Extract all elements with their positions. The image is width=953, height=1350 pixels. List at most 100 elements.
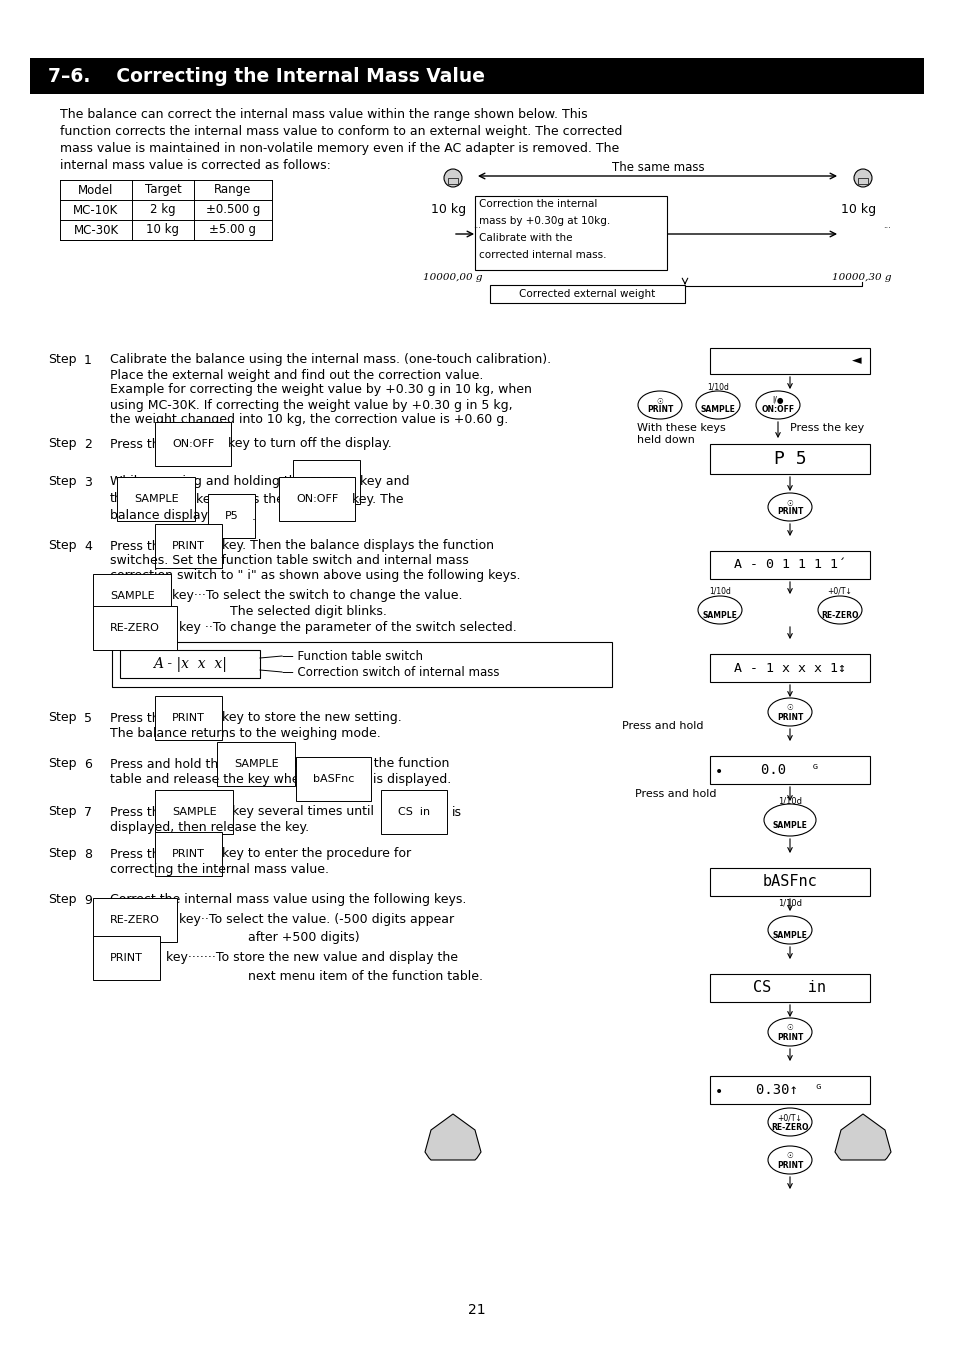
- Text: mass by +0.30g at 10kg.: mass by +0.30g at 10kg.: [478, 216, 610, 225]
- Text: PRINT: PRINT: [776, 508, 802, 517]
- Text: SAMPLE: SAMPLE: [133, 494, 178, 504]
- Text: 0.0   ᴳ: 0.0 ᴳ: [760, 763, 819, 778]
- Text: — Correction switch of internal mass: — Correction switch of internal mass: [282, 666, 499, 679]
- Text: Press the: Press the: [110, 806, 167, 818]
- Text: key··To select the value. (-500 digits appear: key··To select the value. (-500 digits a…: [174, 914, 454, 926]
- Text: ◄: ◄: [851, 355, 862, 367]
- Text: 9: 9: [84, 894, 91, 906]
- Text: — Function table switch: — Function table switch: [282, 649, 422, 663]
- Polygon shape: [834, 1114, 890, 1160]
- Text: Example for correcting the weight value by +0.30 g in 10 kg, when: Example for correcting the weight value …: [110, 383, 532, 397]
- Text: Press the: Press the: [110, 437, 167, 451]
- Ellipse shape: [767, 1146, 811, 1174]
- Ellipse shape: [763, 805, 815, 836]
- Text: PRINT: PRINT: [310, 477, 342, 487]
- Text: Step: Step: [48, 806, 76, 818]
- Text: 2: 2: [84, 437, 91, 451]
- Text: 21: 21: [468, 1303, 485, 1318]
- Text: ☉: ☉: [785, 498, 793, 508]
- Ellipse shape: [767, 917, 811, 944]
- Text: key to turn off the display.: key to turn off the display.: [228, 437, 392, 451]
- Text: The same mass: The same mass: [611, 161, 703, 174]
- Text: A - |x  x  x|: A - |x x x|: [152, 656, 227, 671]
- Text: Press and hold the: Press and hold the: [110, 757, 226, 771]
- Text: •: •: [714, 765, 722, 779]
- Text: balance displays: balance displays: [110, 509, 214, 522]
- Text: key to enter the function: key to enter the function: [294, 757, 449, 771]
- Text: 1/10d: 1/10d: [706, 382, 728, 391]
- Text: key···To select the switch to change the value.: key···To select the switch to change the…: [168, 590, 462, 602]
- Bar: [709, 551, 869, 579]
- Text: Place the external weight and find out the correction value.: Place the external weight and find out t…: [110, 369, 483, 382]
- Text: corrected internal mass.: corrected internal mass.: [478, 250, 606, 261]
- Bar: [709, 653, 869, 682]
- Text: I/●: I/●: [771, 397, 783, 405]
- Text: ...: ...: [473, 220, 480, 230]
- Text: 7–6.    Correcting the Internal Mass Value: 7–6. Correcting the Internal Mass Value: [48, 66, 484, 85]
- Bar: [709, 1076, 869, 1104]
- Text: ON:OFF: ON:OFF: [295, 494, 338, 504]
- Text: Correct the internal mass value using the following keys.: Correct the internal mass value using th…: [110, 894, 466, 906]
- Text: displayed, then release the key.: displayed, then release the key.: [110, 821, 309, 833]
- Text: 10000,00 g: 10000,00 g: [423, 273, 482, 282]
- Text: is: is: [452, 806, 461, 818]
- Text: 0.30↑  ᴳ: 0.30↑ ᴳ: [756, 1083, 822, 1098]
- Text: MC-10K: MC-10K: [73, 204, 118, 216]
- Text: 10 kg: 10 kg: [431, 204, 466, 216]
- Text: Step: Step: [48, 354, 76, 366]
- Text: key several times until: key several times until: [232, 806, 374, 818]
- Text: Calibrate the balance using the internal mass. (one-touch calibration).: Calibrate the balance using the internal…: [110, 354, 551, 366]
- Text: Target: Target: [145, 184, 181, 197]
- Text: SAMPLE: SAMPLE: [701, 610, 737, 620]
- Text: ☉: ☉: [785, 1152, 793, 1161]
- Text: 10 kg: 10 kg: [147, 224, 179, 236]
- Text: P 5: P 5: [773, 450, 805, 468]
- Bar: [475, 196, 666, 270]
- Text: PRINT: PRINT: [776, 1033, 802, 1041]
- Bar: [709, 973, 869, 1002]
- Text: +0/T↓: +0/T↓: [777, 1114, 801, 1122]
- Text: key to store the new setting.: key to store the new setting.: [222, 711, 401, 725]
- Text: 4: 4: [84, 540, 91, 552]
- Bar: [709, 868, 869, 896]
- Text: PRINT: PRINT: [110, 953, 143, 963]
- Text: 1/10d: 1/10d: [778, 899, 801, 909]
- Text: ☉: ☉: [785, 1023, 793, 1033]
- Text: is displayed.: is displayed.: [373, 772, 451, 786]
- Circle shape: [853, 169, 871, 188]
- Text: Press and hold: Press and hold: [635, 788, 716, 799]
- Text: 10 kg: 10 kg: [841, 204, 876, 216]
- Text: RE-ZERO: RE-ZERO: [821, 610, 858, 620]
- Text: held down: held down: [637, 435, 694, 446]
- Text: 5: 5: [84, 711, 91, 725]
- Text: switches. Set the function table switch and internal mass: switches. Set the function table switch …: [110, 555, 468, 567]
- Text: Step: Step: [48, 540, 76, 552]
- Text: A - 0 1 1 1 1́: A - 0 1 1 1 1́: [733, 559, 845, 571]
- Text: Press the: Press the: [110, 540, 167, 552]
- Text: SAMPLE: SAMPLE: [233, 759, 278, 769]
- Text: 1: 1: [84, 354, 91, 366]
- Text: next menu item of the function table.: next menu item of the function table.: [248, 969, 482, 983]
- Text: key to enter the procedure for: key to enter the procedure for: [222, 848, 411, 860]
- Text: PRINT: PRINT: [172, 541, 205, 551]
- Ellipse shape: [638, 392, 681, 418]
- Text: Step: Step: [48, 475, 76, 489]
- Text: function corrects the internal mass value to conform to an external weight. The : function corrects the internal mass valu…: [60, 126, 621, 138]
- Text: SAMPLE: SAMPLE: [110, 591, 154, 601]
- Text: •: •: [714, 1085, 722, 1099]
- Bar: [709, 348, 869, 374]
- Text: Correction the internal: Correction the internal: [478, 198, 597, 209]
- Text: key. Then the balance displays the function: key. Then the balance displays the funct…: [222, 540, 494, 552]
- Text: the: the: [110, 493, 131, 505]
- Text: The selected digit blinks.: The selected digit blinks.: [230, 605, 387, 617]
- Text: 8: 8: [84, 848, 91, 860]
- Text: Corrected external weight: Corrected external weight: [518, 289, 655, 298]
- Text: ±0.500 g: ±0.500 g: [206, 204, 260, 216]
- Bar: [30, 58, 923, 95]
- Text: after +500 digits): after +500 digits): [248, 931, 359, 945]
- Text: key. The: key. The: [352, 493, 403, 505]
- Text: CS  in: CS in: [397, 807, 430, 817]
- Text: Press the key: Press the key: [789, 423, 863, 433]
- Text: While pressing and holding the: While pressing and holding the: [110, 475, 304, 489]
- Text: CS    in: CS in: [753, 980, 825, 995]
